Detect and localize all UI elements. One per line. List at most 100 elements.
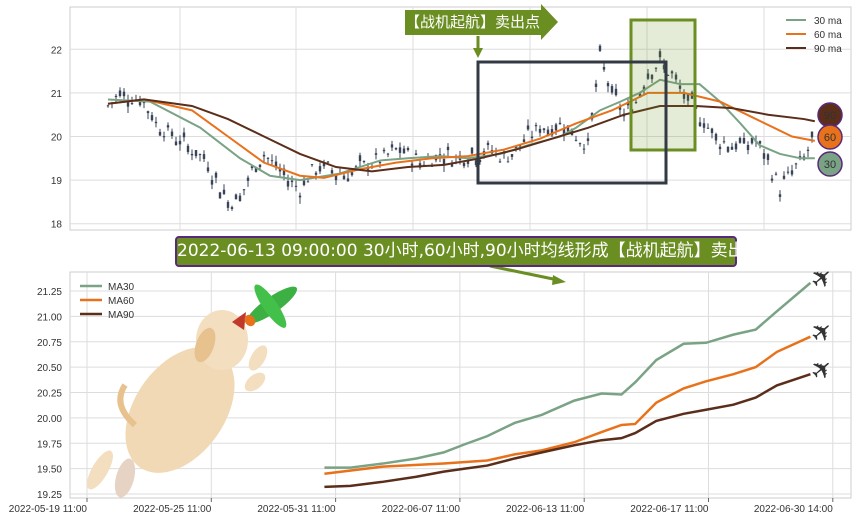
badge-label: 60: [824, 132, 836, 144]
candle-body: [306, 181, 310, 183]
candle-body: [706, 127, 710, 129]
candle-body: [166, 125, 170, 128]
ma-line-90-ma: [107, 98, 815, 173]
candle-body: [402, 148, 406, 154]
candle-body: [734, 143, 738, 150]
candle-body: [718, 146, 722, 150]
candle-body: [470, 147, 474, 154]
candle-body: [446, 146, 450, 151]
plane-wing: [254, 284, 287, 328]
candle-body: [538, 128, 542, 133]
y-tick-label: 20.25: [37, 389, 62, 400]
x-tick-label: 2022-06-07 11:00: [382, 504, 461, 515]
candle-body: [238, 195, 242, 202]
candle-body: [762, 153, 766, 159]
legend-label: MA60: [108, 296, 135, 307]
candle-body: [126, 100, 130, 107]
dog-paw: [244, 372, 266, 392]
candle-body: [314, 172, 318, 175]
badge-label: 30: [824, 159, 836, 171]
candle-body: [638, 93, 642, 97]
banner-arrow-icon: [552, 275, 566, 285]
candle-body: [198, 154, 202, 156]
legend-label: MA30: [108, 282, 135, 293]
badge-30: [817, 151, 843, 177]
candle-body: [274, 161, 278, 168]
toy-plane-icon: [244, 284, 297, 328]
candle-body: [722, 141, 726, 143]
x-tick-label: 2022-05-31 11:00: [257, 504, 336, 515]
candle-body: [466, 160, 470, 164]
candle-body: [330, 170, 334, 174]
candle-body: [390, 144, 394, 148]
y-tick-label: 18: [51, 220, 63, 231]
candle-body: [282, 168, 286, 176]
candle-body: [566, 125, 570, 132]
candle-body: [574, 139, 578, 141]
candle-body: [174, 141, 178, 145]
y-tick-label: 21.25: [37, 287, 62, 298]
candle-body: [618, 107, 622, 110]
candle-body: [450, 164, 454, 167]
highlight-box: [629, 18, 697, 152]
candle-body: [738, 137, 742, 143]
candle-body: [266, 157, 270, 159]
candle-body: [190, 153, 194, 156]
candle-body: [726, 146, 730, 152]
candle-body: [130, 103, 134, 105]
candle-body: [534, 125, 538, 127]
candle-body: [702, 123, 706, 128]
candle-body: [230, 207, 234, 209]
candle-body: [322, 161, 326, 167]
candle-body: [786, 171, 790, 173]
candle-body: [106, 105, 110, 107]
candle-body: [218, 192, 222, 199]
candle-body: [278, 168, 282, 172]
candle-body: [214, 172, 218, 178]
banner-arrow-shaft: [489, 264, 559, 282]
candle-body: [606, 82, 610, 87]
candle-body: [358, 155, 362, 162]
candle-body: [206, 167, 210, 172]
candle-body: [530, 136, 534, 139]
candle-body: [526, 125, 530, 130]
y-tick-label: 20.00: [37, 414, 62, 425]
candle-body: [290, 180, 294, 183]
candle-body: [386, 153, 390, 155]
y-tick-label: 20: [51, 133, 63, 144]
candle-body: [562, 129, 566, 136]
legend-label: MA90: [108, 310, 135, 321]
candle-body: [406, 148, 410, 151]
candle-body: [414, 153, 418, 155]
candle-body: [598, 45, 602, 51]
y-tick-label: 19.75: [37, 439, 62, 450]
x-tick-label: 2022-05-19 11:00: [9, 504, 88, 515]
candle-body: [602, 66, 606, 70]
candle-body: [518, 145, 522, 147]
y-tick-label: 21: [51, 89, 63, 100]
candle-body: [474, 160, 478, 165]
top-plot-area: [69, 6, 852, 231]
candle-body: [354, 166, 358, 168]
candle-body: [398, 147, 402, 153]
candle-body: [634, 102, 638, 104]
candle-body: [158, 131, 162, 136]
candle-body: [186, 145, 190, 153]
dog-tail: [117, 383, 138, 428]
candle-body: [242, 189, 246, 191]
candle-body: [746, 145, 750, 151]
legend-label: 60 ma: [814, 30, 842, 41]
ma-line-MA30: [324, 281, 812, 469]
candle-body: [150, 115, 154, 121]
candle-body: [678, 85, 682, 89]
candle-body: [794, 163, 798, 165]
candle-body: [498, 161, 502, 163]
ma-line-60-ma: [107, 91, 815, 179]
candle-body: [178, 140, 182, 145]
candle-body: [270, 160, 274, 162]
candle-body: [122, 91, 126, 97]
candle-body: [118, 90, 122, 97]
y-tick-label: 22: [51, 45, 63, 56]
badge-60: [817, 124, 843, 150]
